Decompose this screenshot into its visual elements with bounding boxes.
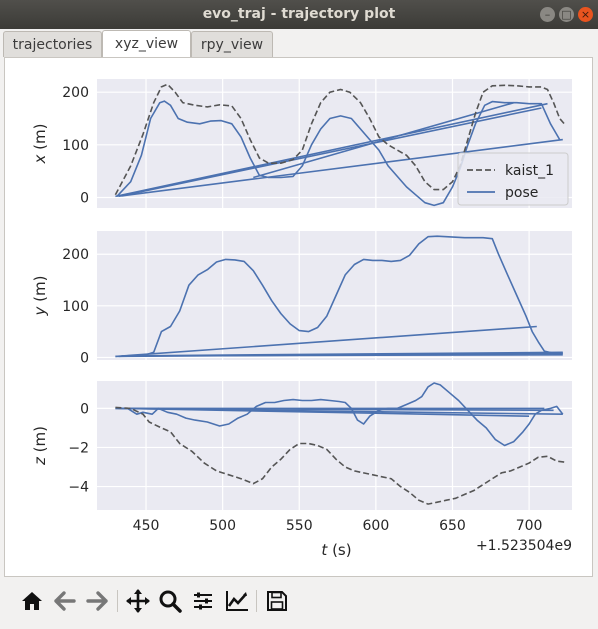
edit-axis-icon[interactable] [222,586,252,616]
kaist_1-series-line [115,406,565,505]
tab-xyz-view[interactable]: xyz_view [102,30,191,58]
pose-series-line [121,138,563,197]
y-tick-label: 0 [80,190,89,206]
x-tick-label: 700 [516,518,543,534]
legend-entry: kaist_1 [505,163,554,179]
home-icon[interactable] [17,586,47,616]
x-tick-label: 550 [286,518,313,534]
back-arrow-icon[interactable] [50,586,80,616]
plot-canvas[interactable]: 0 100 200 x (m) 0 100 200 y (m) 0 −2 −4 z (m) 450 500… [4,57,593,577]
close-icon[interactable]: × [578,7,593,22]
y-tick-label: 200 [62,247,89,263]
tab-rpy-view[interactable]: rpy_view [191,31,273,57]
y-axis-label: y (m) [31,276,49,317]
toolbar-separator [117,590,118,612]
maximize-icon[interactable]: □ [559,7,574,22]
pan-icon[interactable] [123,586,153,616]
navigation-toolbar [0,580,598,622]
pose-series-line [115,325,537,358]
y-tick-label: 0 [80,401,89,417]
y-axis-label: z (m) [31,426,49,466]
pose-series-line [124,351,563,357]
toolbar-separator [256,590,257,612]
y-tick-label: 200 [62,85,89,101]
y-tick-label: 100 [62,299,89,315]
xyz-chart: 0 100 200 x (m) 0 100 200 y (m) 0 −2 −4 z (m) 450 500… [31,79,572,559]
forward-arrow-icon[interactable] [82,586,112,616]
pose-series-line [115,382,564,447]
y-tick-label: −4 [68,480,89,496]
x-axis-label: t (s) [321,541,351,559]
pose-series-line [115,235,563,358]
x-offset-label: +1.523504e9 [476,538,572,554]
axes-background [97,231,572,360]
save-icon[interactable] [262,586,292,616]
window-titlebar: evo_traj - trajectory plot – □ × [0,0,598,29]
minimize-icon[interactable]: – [540,7,555,22]
window-title: evo_traj - trajectory plot [202,6,396,22]
x-tick-label: 650 [439,518,466,534]
legend-entry: pose [505,185,538,201]
y-tick-label: 0 [80,350,89,366]
y-tick-label: −2 [68,440,89,456]
x-tick-label: 450 [133,518,160,534]
pose-series-line [121,407,554,412]
x-tick-label: 500 [209,518,236,534]
zoom-icon[interactable] [155,586,185,616]
pose-series-line [115,102,548,198]
kaist_1-series-line [114,83,565,196]
pose-series-line [116,100,561,207]
y-axis-label: x (m) [31,124,49,165]
pose-series-line [118,107,542,198]
axes-background [97,381,572,510]
pose-series-line [124,407,530,417]
configure-subplots-icon[interactable] [188,586,218,616]
x-tick-label: 600 [363,518,390,534]
y-tick-label: 100 [62,138,89,154]
tab-bar: trajectories xyz_view rpy_view [0,29,598,58]
tab-trajectories[interactable]: trajectories [3,31,102,57]
